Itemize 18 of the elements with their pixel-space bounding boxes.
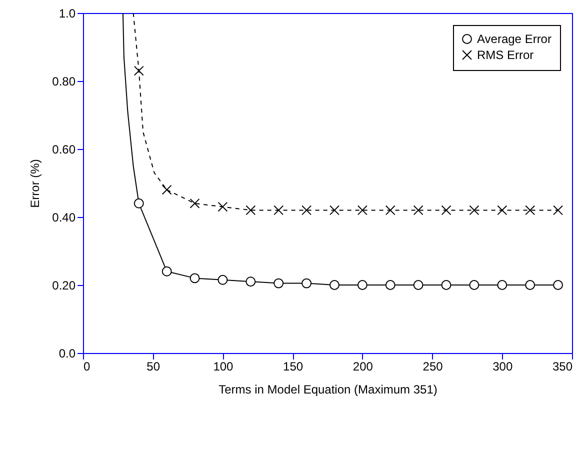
x-tick-label: 300: [492, 360, 513, 374]
y-axis-title: Error (%): [28, 159, 42, 208]
y-tick-label: 0.20: [52, 278, 76, 292]
y-tick-label: 1.0: [58, 6, 76, 20]
x-tick-label: 150: [283, 360, 304, 374]
y-tick-label: 0.80: [52, 74, 76, 88]
legend-label: Average Error: [477, 32, 552, 46]
y-tick-label: 0.40: [52, 210, 76, 224]
x-tick-label: 350: [552, 360, 573, 374]
x-tick-label: 100: [213, 360, 234, 374]
x-tick-label: 50: [146, 360, 160, 374]
legend-label: RMS Error: [477, 48, 534, 62]
x-tick-label: 0: [84, 360, 90, 374]
x-tick-label: 200: [352, 360, 374, 374]
y-tick-label: 0.60: [52, 142, 76, 156]
y-tick-label: 0.0: [58, 346, 76, 360]
x-tick-label: 250: [422, 360, 444, 374]
x-axis-title: Terms in Model Equation (Maximum 351): [218, 382, 438, 396]
